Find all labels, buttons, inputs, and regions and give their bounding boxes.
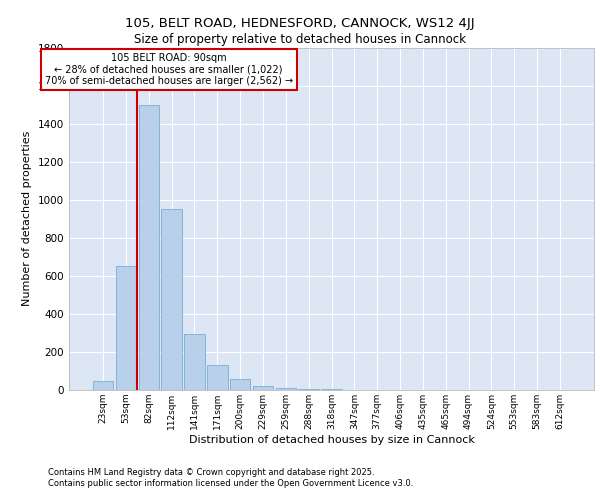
Bar <box>207 366 227 390</box>
Bar <box>275 388 296 390</box>
Bar <box>184 334 205 390</box>
Bar <box>298 389 319 390</box>
Bar <box>230 378 250 390</box>
Bar <box>116 266 136 390</box>
Text: 105, BELT ROAD, HEDNESFORD, CANNOCK, WS12 4JJ: 105, BELT ROAD, HEDNESFORD, CANNOCK, WS1… <box>125 18 475 30</box>
Text: Size of property relative to detached houses in Cannock: Size of property relative to detached ho… <box>134 32 466 46</box>
Bar <box>161 209 182 390</box>
Bar <box>93 382 113 390</box>
X-axis label: Distribution of detached houses by size in Cannock: Distribution of detached houses by size … <box>188 434 475 444</box>
Text: 105 BELT ROAD: 90sqm
← 28% of detached houses are smaller (1,022)
70% of semi-de: 105 BELT ROAD: 90sqm ← 28% of detached h… <box>44 52 293 86</box>
Y-axis label: Number of detached properties: Number of detached properties <box>22 131 32 306</box>
Bar <box>139 104 159 390</box>
Text: Contains HM Land Registry data © Crown copyright and database right 2025.
Contai: Contains HM Land Registry data © Crown c… <box>48 468 413 487</box>
Bar <box>253 386 273 390</box>
